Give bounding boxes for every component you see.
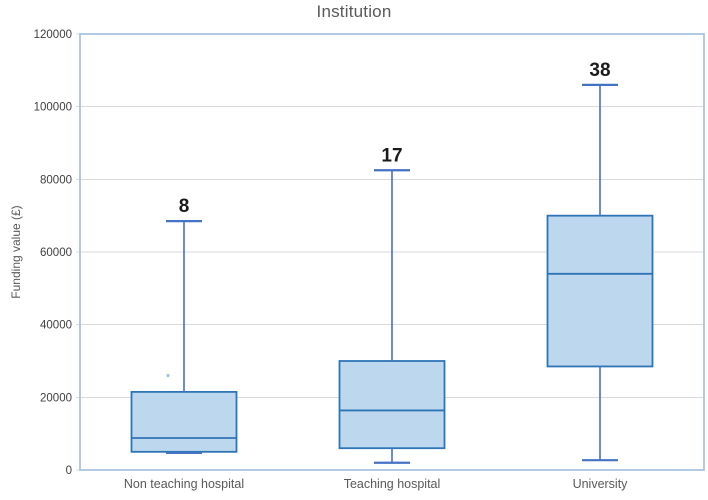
box-rect: [130, 390, 238, 453]
y-tick-label: 100000: [34, 102, 72, 114]
count-label: 8: [179, 196, 190, 217]
y-tick-label: 0: [66, 465, 72, 477]
y-tick-label: 80000: [40, 174, 72, 186]
x-category-label: University: [573, 477, 629, 491]
y-tick-label: 40000: [40, 320, 72, 332]
box-rect: [546, 214, 654, 368]
box-rect: [338, 360, 446, 450]
x-category-label: Non teaching hospital: [124, 477, 244, 491]
y-tick-label: 20000: [40, 392, 72, 404]
x-category-label: Teaching hospital: [344, 477, 441, 491]
plot-border: [79, 33, 705, 471]
y-tick-label: 120000: [34, 29, 72, 41]
outlier-point: [166, 373, 170, 378]
count-label: 17: [381, 145, 402, 166]
y-tick-label: 60000: [40, 247, 72, 259]
chart-title: Institution: [316, 2, 392, 21]
count-label: 38: [589, 60, 610, 81]
